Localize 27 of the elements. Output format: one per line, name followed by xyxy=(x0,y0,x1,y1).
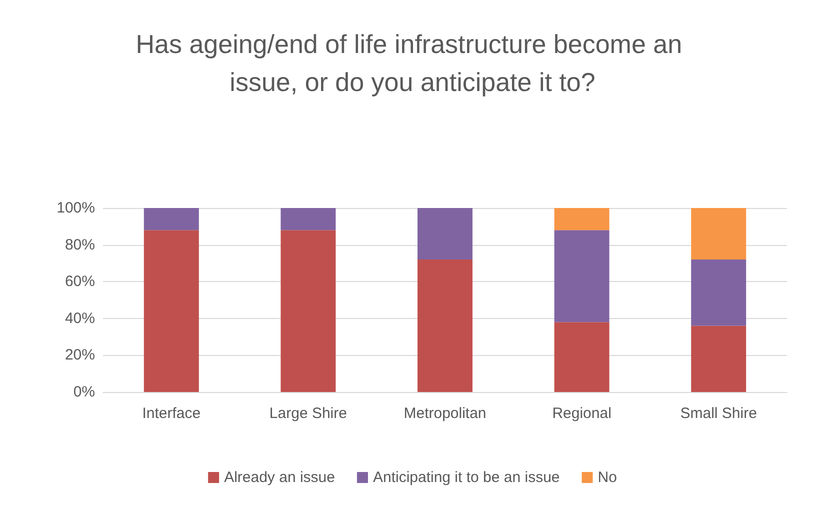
bar xyxy=(280,208,336,230)
bar xyxy=(144,230,199,392)
bar xyxy=(554,322,610,392)
bar xyxy=(691,260,746,326)
x-tick-label: Small Shire xyxy=(680,405,757,422)
x-tick-label: Regional xyxy=(552,405,612,422)
legend-label: Anticipating it to be an issue xyxy=(372,469,560,486)
y-tick-label: 80% xyxy=(64,236,95,254)
y-tick-label: 0% xyxy=(73,384,95,400)
bar xyxy=(554,230,610,322)
y-tick-label: 100% xyxy=(56,200,95,216)
legend-label: No xyxy=(598,469,617,486)
y-tick-label: 20% xyxy=(64,346,95,364)
bar xyxy=(144,208,199,230)
x-tick-label: Large Shire xyxy=(269,405,347,422)
y-tick-label: 60% xyxy=(64,273,95,290)
bar xyxy=(418,208,472,260)
bar xyxy=(280,230,336,392)
y-tick-label: 40% xyxy=(64,310,95,327)
x-tick-label: Metropolitan xyxy=(404,405,486,422)
chart-title: Has ageing/end of life infrastructure become an issue, or do you anticipate it to? xyxy=(136,29,690,97)
x-tick-label: Interface xyxy=(142,405,201,422)
bar xyxy=(691,208,746,260)
bar xyxy=(554,208,610,230)
bar xyxy=(691,326,746,392)
legend-label: Already an issue xyxy=(224,469,335,486)
bar xyxy=(418,260,472,392)
